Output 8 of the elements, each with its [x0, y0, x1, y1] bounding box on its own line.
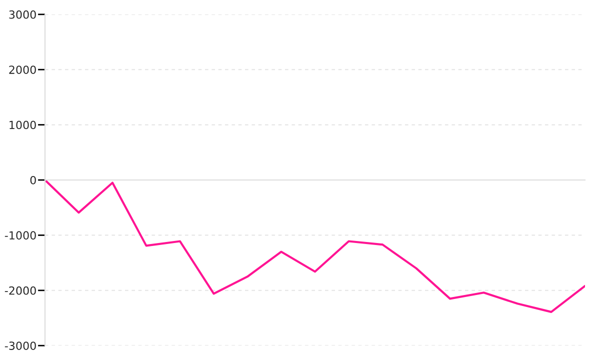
- y-tick-label: -2000: [4, 286, 36, 295]
- y-tick-label: -1000: [4, 231, 36, 240]
- y-tick-label: 1000: [10, 120, 36, 130]
- y-tick-label: 3000: [9, 10, 36, 19]
- y-tick-label: 2000: [9, 66, 36, 74]
- y-tick-label: -3000: [4, 342, 36, 350]
- y-tick-label: 0: [30, 176, 36, 184]
- line-series: [45, 178, 585, 313]
